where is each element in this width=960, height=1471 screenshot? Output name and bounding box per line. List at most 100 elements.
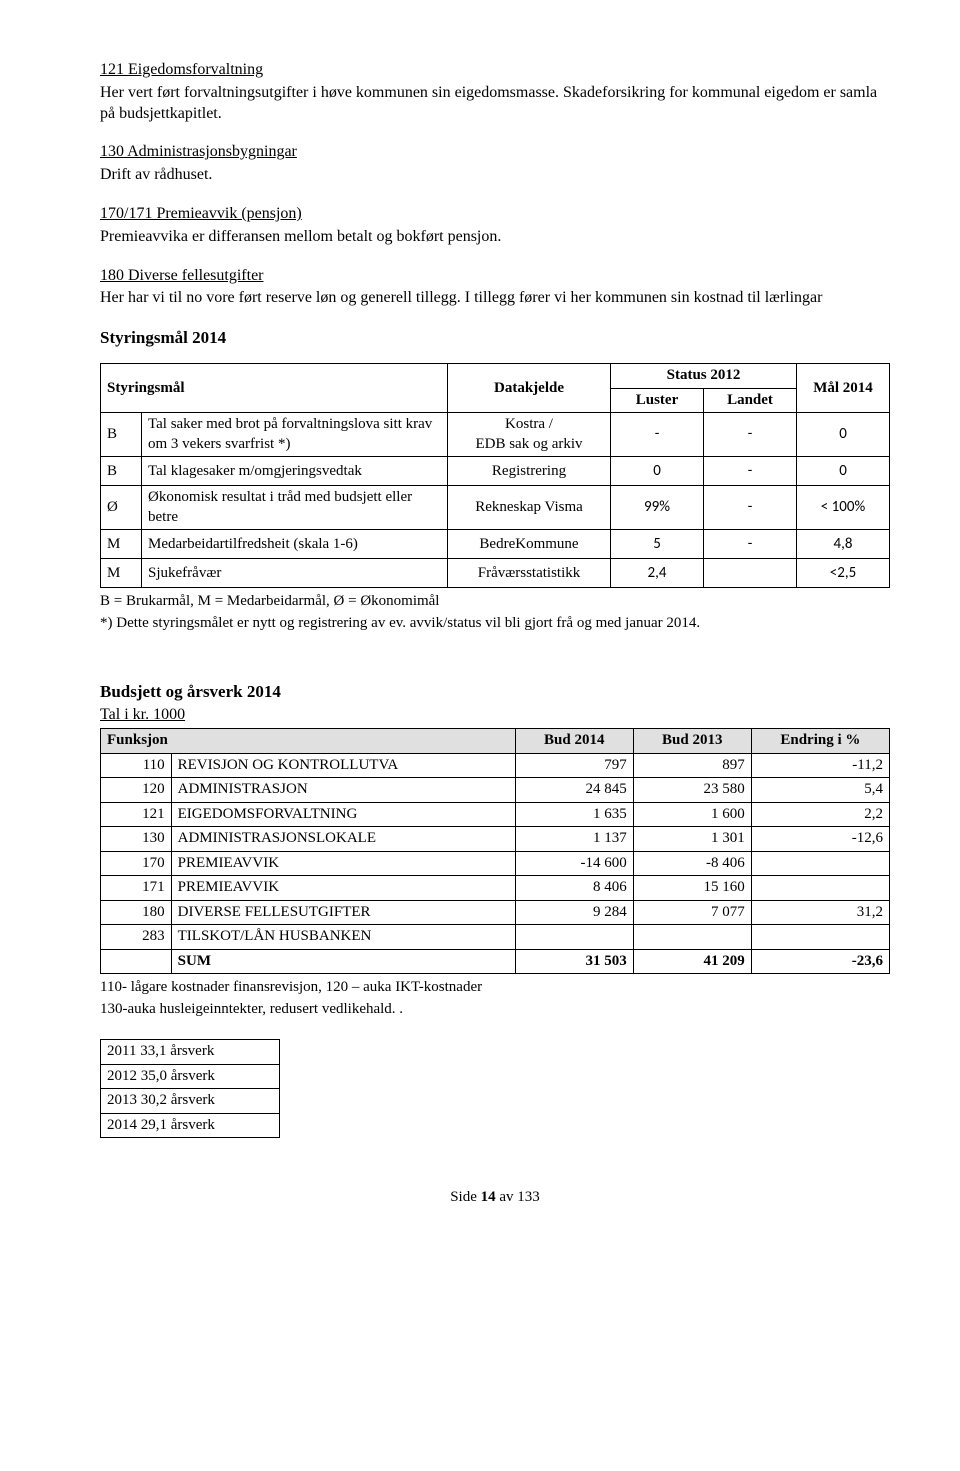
th-luster: Luster — [611, 388, 704, 413]
th-endring: Endring i % — [751, 729, 889, 754]
row-luster: 99% — [611, 486, 704, 530]
page-footer: Side 14 av 133 — [100, 1188, 890, 1208]
styr-footnote-2: *) Dette styringsmålet er nytt og regist… — [100, 614, 890, 634]
row-name: ADMINISTRASJON — [171, 778, 515, 803]
row-code: M — [101, 530, 142, 559]
arsverk-cell: 2011 33,1 årsverk — [101, 1040, 280, 1065]
row-data: Fråværsstatistikk — [448, 559, 611, 588]
row-bud2014: 9 284 — [515, 900, 633, 925]
table-row: 130ADMINISTRASJONSLOKALE1 1371 301-12,6 — [101, 827, 890, 852]
row-desc: Medarbeidartilfredsheit (skala 1-6) — [142, 530, 448, 559]
row-code: Ø — [101, 486, 142, 530]
row-luster: 0 — [611, 457, 704, 486]
section-170: 170/171 Premieavvik (pensjon) Premieavvi… — [100, 204, 890, 248]
th-status: Status 2012 — [611, 364, 797, 389]
row-data: Kostra / EDB sak og arkiv — [448, 413, 611, 457]
row-desc: Tal saker med brot på forvaltningslova s… — [142, 413, 448, 457]
row-endring: 2,2 — [751, 802, 889, 827]
row-luster: 5 — [611, 530, 704, 559]
table-row: 2012 35,0 årsverk — [101, 1064, 280, 1089]
row-code: M — [101, 559, 142, 588]
row-landet: - — [704, 413, 797, 457]
row-endring — [751, 851, 889, 876]
row-bud2013: 1 301 — [633, 827, 751, 852]
row-name: ADMINISTRASJONSLOKALE — [171, 827, 515, 852]
row-name: PREMIEAVVIK — [171, 876, 515, 901]
row-desc: Økonomisk resultat i tråd med budsjett e… — [142, 486, 448, 530]
table-row: 121EIGEDOMSFORVALTNING1 6351 6002,2 — [101, 802, 890, 827]
row-bud2013: -8 406 — [633, 851, 751, 876]
table-row: 171PREMIEAVVIK8 40615 160 — [101, 876, 890, 901]
row-bud2013: 23 580 — [633, 778, 751, 803]
budget-heading: Budsjett og årsverk 2014 — [100, 681, 890, 703]
section-130-body: Drift av rådhuset. — [100, 165, 890, 186]
sum-label: SUM — [171, 949, 515, 974]
row-bud2013: 7 077 — [633, 900, 751, 925]
row-name: REVISJON OG KONTROLLUTVA — [171, 753, 515, 778]
row-code: 130 — [101, 827, 172, 852]
row-code: 283 — [101, 925, 172, 950]
row-mal: 4,8 — [797, 530, 890, 559]
section-130-title: 130 Administrasjonsbygningar — [100, 142, 890, 163]
row-bud2013: 1 600 — [633, 802, 751, 827]
row-code: 171 — [101, 876, 172, 901]
table-row: 2011 33,1 årsverk — [101, 1040, 280, 1065]
table-row: BTal klagesaker m/omgjeringsvedtakRegist… — [101, 457, 890, 486]
row-name: DIVERSE FELLESUTGIFTER — [171, 900, 515, 925]
row-bud2014: 797 — [515, 753, 633, 778]
row-luster: 2,4 — [611, 559, 704, 588]
row-data: Rekneskap Visma — [448, 486, 611, 530]
row-endring: 31,2 — [751, 900, 889, 925]
th-mal: Mål 2014 — [797, 364, 890, 413]
th-funksjon: Funksjon — [101, 729, 516, 754]
th-styringsmal: Styringsmål — [101, 364, 448, 413]
th-bud2014: Bud 2014 — [515, 729, 633, 754]
section-121-body: Her vert ført forvaltningsutgifter i høv… — [100, 83, 890, 125]
table-row: ØØkonomisk resultat i tråd med budsjett … — [101, 486, 890, 530]
arsverk-cell: 2012 35,0 årsverk — [101, 1064, 280, 1089]
row-endring: -11,2 — [751, 753, 889, 778]
section-170-title: 170/171 Premieavvik (pensjon) — [100, 204, 890, 225]
section-170-body: Premieavvika er differansen mellom betal… — [100, 227, 890, 248]
th-bud2013: Bud 2013 — [633, 729, 751, 754]
row-code: B — [101, 413, 142, 457]
footer-pre: Side — [450, 1189, 480, 1205]
row-bud2014: -14 600 — [515, 851, 633, 876]
table-row: 283TILSKOT/LÅN HUSBANKEN — [101, 925, 890, 950]
arsverk-table: 2011 33,1 årsverk2012 35,0 årsverk2013 3… — [100, 1039, 280, 1138]
row-endring — [751, 876, 889, 901]
row-bud2014 — [515, 925, 633, 950]
table-row: 2014 29,1 årsverk — [101, 1113, 280, 1138]
row-name: TILSKOT/LÅN HUSBANKEN — [171, 925, 515, 950]
row-data: Registrering — [448, 457, 611, 486]
row-code: 180 — [101, 900, 172, 925]
row-bud2014: 24 845 — [515, 778, 633, 803]
styr-footnote-1: B = Brukarmål, M = Medarbeidarmål, Ø = Ø… — [100, 592, 890, 612]
row-bud2014: 1 635 — [515, 802, 633, 827]
row-mal: < 100% — [797, 486, 890, 530]
row-luster: - — [611, 413, 704, 457]
sum-end: -23,6 — [751, 949, 889, 974]
section-121-title: 121 Eigedomsforvaltning — [100, 60, 890, 81]
row-code: 120 — [101, 778, 172, 803]
row-data: BedreKommune — [448, 530, 611, 559]
budget-sub: Tal i kr. 1000 — [100, 705, 890, 726]
arsverk-cell: 2014 29,1 årsverk — [101, 1113, 280, 1138]
row-landet: - — [704, 486, 797, 530]
section-180-title: 180 Diverse fellesutgifter — [100, 266, 890, 287]
budget-table: Funksjon Bud 2014 Bud 2013 Endring i % 1… — [100, 728, 890, 974]
footer-page: 14 — [481, 1189, 496, 1205]
row-code: 121 — [101, 802, 172, 827]
table-row: 2013 30,2 årsverk — [101, 1089, 280, 1114]
row-desc: Tal klagesaker m/omgjeringsvedtak — [142, 457, 448, 486]
row-mal: 0 — [797, 457, 890, 486]
table-row: 180DIVERSE FELLESUTGIFTER9 2847 07731,2 — [101, 900, 890, 925]
table-row: 120ADMINISTRASJON24 84523 5805,4 — [101, 778, 890, 803]
footer-post: av 133 — [496, 1189, 540, 1205]
row-landet — [704, 559, 797, 588]
sum-b13: 41 209 — [633, 949, 751, 974]
section-130: 130 Administrasjonsbygningar Drift av rå… — [100, 142, 890, 186]
row-landet: - — [704, 457, 797, 486]
styringsmal-heading: Styringsmål 2014 — [100, 327, 890, 349]
row-endring — [751, 925, 889, 950]
